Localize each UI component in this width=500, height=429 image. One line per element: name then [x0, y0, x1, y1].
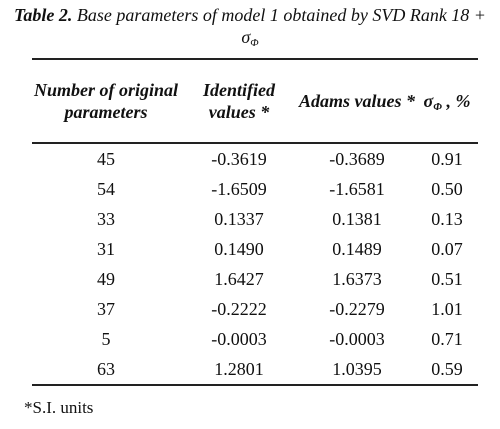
- header-text: σ: [423, 91, 434, 111]
- table-cell: 0.91: [431, 148, 463, 169]
- table-row: 63 1.2801 1.0395 0.59: [32, 354, 478, 385]
- table-cell: 37: [97, 298, 115, 319]
- table-cell: 0.13: [431, 208, 463, 229]
- table-cell: 31: [97, 238, 115, 259]
- header-text: Number of original parameters: [33, 80, 179, 122]
- table-cell: 63: [97, 358, 115, 379]
- table-cell: -0.3689: [329, 148, 385, 169]
- table-caption: Table 2. Base parameters of model 1 obta…: [10, 4, 490, 49]
- parameters-table: Number of original parameters Identified …: [32, 58, 478, 386]
- header-cell: Identified values *: [180, 59, 298, 143]
- table-cell: -1.6509: [211, 178, 267, 199]
- table-cell: 0.1381: [332, 208, 382, 229]
- table-cell: 0.1489: [332, 238, 382, 259]
- caption-text: Base parameters of model 1 obtained by S…: [76, 5, 486, 47]
- table-body: 45 -0.3619 -0.3689 0.91 54 -1.6509 -1.6581 0.50…: [32, 143, 478, 385]
- table-cell: -0.0003: [329, 328, 385, 349]
- table-header: Number of original parameters Identified …: [32, 59, 478, 143]
- table-cell: -1.6581: [329, 178, 385, 199]
- header-text: Adams values *: [298, 91, 415, 111]
- table-cell: -0.3619: [211, 148, 267, 169]
- header-cell: Adams values *: [298, 59, 416, 143]
- table-cell: 0.59: [431, 358, 463, 379]
- table-cell: -0.2222: [211, 298, 267, 319]
- table-cell: 0.71: [431, 328, 463, 349]
- table-cell: -0.0003: [211, 328, 267, 349]
- header-suffix: , %: [441, 91, 471, 111]
- table-row: 33 0.1337 0.1381 0.13: [32, 204, 478, 234]
- table-cell: 33: [97, 208, 115, 229]
- caption-subscript: Φ: [250, 37, 259, 49]
- table-row: 54 -1.6509 -1.6581 0.50: [32, 174, 478, 204]
- table-cell: 1.0395: [332, 358, 382, 379]
- table-row: 49 1.6427 1.6373 0.51: [32, 264, 478, 294]
- table-cell: 1.6427: [214, 268, 264, 289]
- table-cell: 1.01: [431, 298, 463, 319]
- header-text: Identified values *: [203, 80, 275, 122]
- header-subscript: Φ: [433, 101, 442, 113]
- table-cell: 0.1490: [214, 238, 264, 259]
- table-row: 37 -0.2222 -0.2279 1.01: [32, 294, 478, 324]
- table-cell: 0.07: [431, 238, 463, 259]
- table-row: 31 0.1490 0.1489 0.07: [32, 234, 478, 264]
- table-cell: -0.2279: [329, 298, 385, 319]
- table-row: 5 -0.0003 -0.0003 0.71: [32, 324, 478, 354]
- table-cell: 0.1337: [214, 208, 264, 229]
- table-cell: 49: [97, 268, 115, 289]
- header-row: Number of original parameters Identified …: [32, 59, 478, 143]
- table-cell: 0.51: [431, 268, 463, 289]
- footnote: *S.I. units: [24, 398, 94, 417]
- table-cell: 0.50: [431, 178, 463, 199]
- table-cell: 54: [97, 178, 115, 199]
- table-cell: 1.2801: [214, 358, 264, 379]
- caption-label: Table 2.: [14, 5, 73, 25]
- table-cell: 45: [97, 148, 115, 169]
- header-cell: Number of original parameters: [32, 59, 180, 143]
- table-cell: 5: [101, 328, 111, 349]
- table-cell: 1.6373: [332, 268, 382, 289]
- header-cell: σΦ , %: [416, 59, 478, 143]
- table-row: 45 -0.3619 -0.3689 0.91: [32, 143, 478, 174]
